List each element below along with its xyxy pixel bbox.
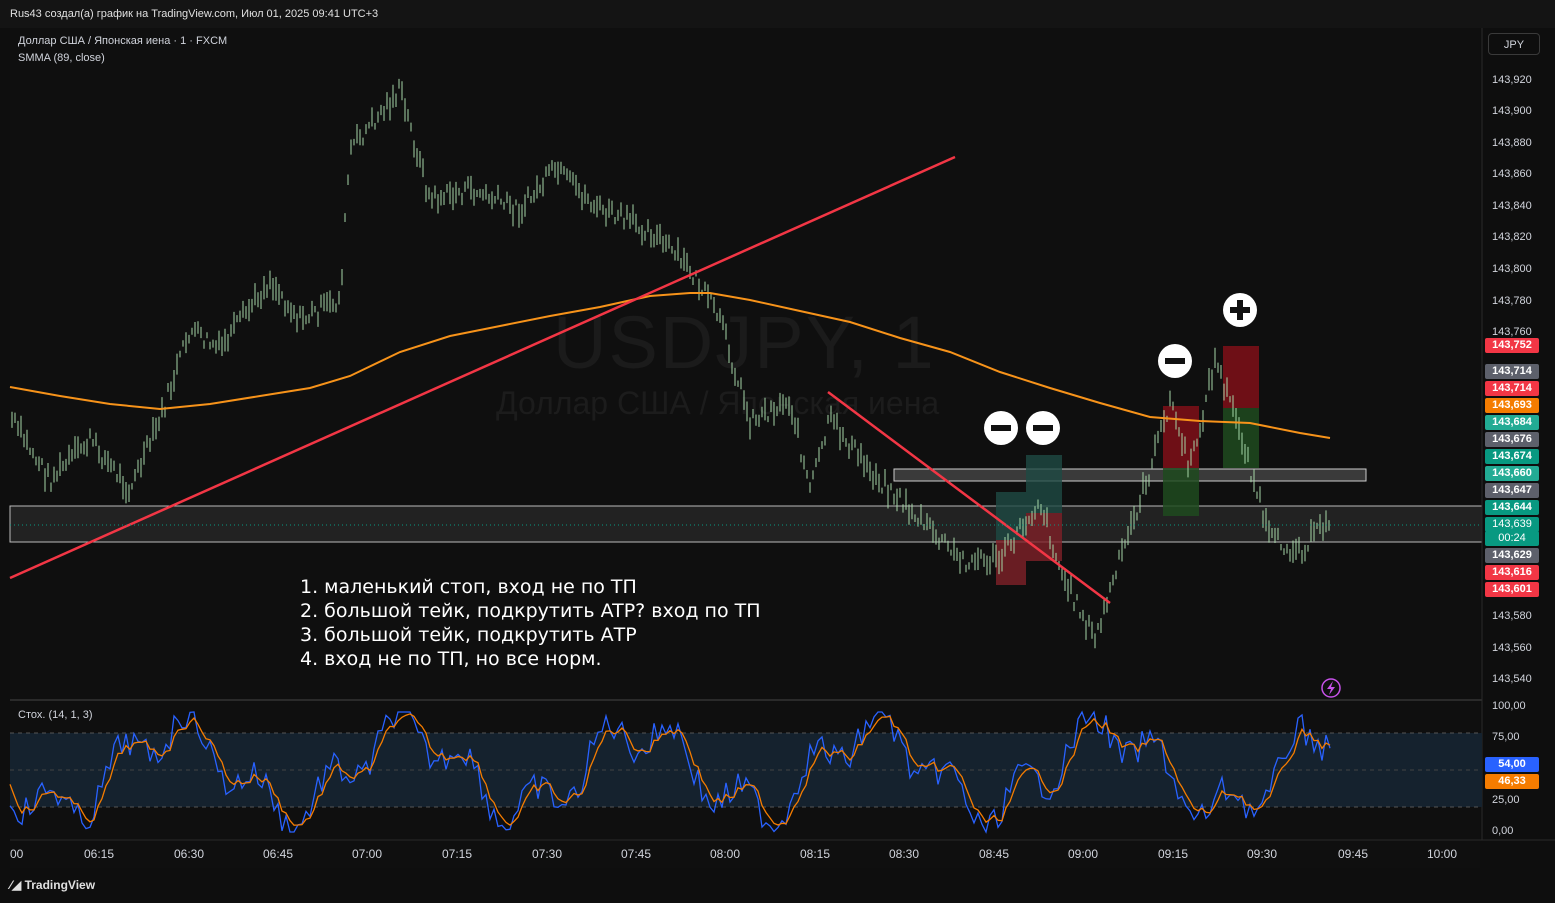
price-label: 143,560 [1492,642,1532,654]
candles [11,78,1330,649]
time-label: 06:30 [174,847,205,861]
trade-notes: 1. маленький стоп, вход не по ТП 2. боль… [300,575,761,671]
price-label: 143,760 [1492,326,1532,338]
tradingview-logo[interactable]: ⁄◢ TradingView [10,878,95,892]
time-label: 09:00 [1068,847,1099,861]
lightning-icon[interactable] [1321,678,1341,698]
price-label: 143,820 [1492,231,1532,243]
minus-marker-2 [1026,411,1060,445]
time-label: 09:15 [1158,847,1189,861]
countdown-tag: 00:24 [1485,531,1539,546]
time-label: 07:15 [442,847,473,861]
note-3: 3. большой тейк, подкрутить АТР [300,624,637,646]
trade-3-target [1163,468,1199,516]
price-label: 143,800 [1492,263,1532,275]
price-label: 143,860 [1492,168,1532,180]
price-label: 143,580 [1492,610,1532,622]
price-tag: 143,693 [1485,398,1539,413]
time-label: 08:00 [710,847,741,861]
price-tag: 143,629 [1485,548,1539,563]
time-label: 00 [10,847,24,861]
stoch-legend[interactable]: Стох. (14, 1, 3) [18,709,93,721]
price-label: 143,900 [1492,105,1532,117]
footer-bar [0,868,1555,903]
stoch-d-tag: 46,33 [1485,774,1539,789]
price-tag: 143,714 [1485,381,1539,396]
time-label: 08:45 [979,847,1010,861]
trendline-descending [827,390,1111,605]
plus-marker [1223,293,1257,327]
symbol-watermark: USDJPY, 1 [553,301,936,384]
price-tag: 143,752 [1485,338,1539,353]
brand-name: TradingView [24,878,96,892]
time-label: 08:30 [889,847,920,861]
time-label: 06:15 [84,847,115,861]
time-label: 08:15 [800,847,831,861]
price-label: 143,840 [1492,200,1532,212]
note-1: 1. маленький стоп, вход не по ТП [300,576,637,598]
price-label: 143,920 [1492,74,1532,86]
time-label: 09:45 [1338,847,1369,861]
stoch-d-line [9,713,1331,826]
trade-3-stop [1163,406,1199,468]
price-tag: 143,601 [1485,582,1539,597]
price-tag: 143,647 [1485,483,1539,498]
symbol-legend[interactable]: Доллар США / Японская иена · 1 · FXCM [18,35,228,47]
time-label: 10:00 [1427,847,1458,861]
trade-1-target [996,492,1026,540]
minus-marker-3 [1158,344,1192,378]
stoch-label: 75,00 [1492,731,1520,743]
currency-button[interactable]: JPY [1488,33,1540,55]
price-tag: 143,616 [1485,565,1539,580]
price-tag: 143,660 [1485,466,1539,481]
name-watermark: Доллар США / Японская иена [496,385,940,421]
price-tag: 143,676 [1485,432,1539,447]
price-tag: 143,714 [1485,364,1539,379]
stoch-label: 25,00 [1492,794,1520,806]
stoch-k-tag: 54,00 [1485,757,1539,772]
note-2: 2. большой тейк, подкрутить ATP? вход по… [300,600,761,622]
smma-line [9,292,1331,439]
time-label: 09:30 [1247,847,1278,861]
support-zone [9,505,1483,543]
trade-4-target [1223,408,1259,468]
stoch-k-line [9,710,1331,834]
price-label: 143,880 [1492,137,1532,149]
top-bar: Rus43 создал(а) график на TradingView.co… [0,0,1555,28]
tv-logo-icon: ⁄◢ [10,878,25,892]
price-tag: 143,684 [1485,415,1539,430]
smma-legend[interactable]: SMMA (89, close) [18,52,105,64]
trade-4-stop [1223,346,1259,408]
price-label: 143,540 [1492,673,1532,685]
price-tag: 143,674 [1485,449,1539,464]
resistance-zone [893,468,1367,482]
trade-2-target [1026,455,1062,513]
trendline-ascending [9,155,956,580]
price-label: 143,780 [1492,295,1532,307]
note-4: 4. вход не по ТП, но все норм. [300,648,602,670]
minus-marker-1 [984,411,1018,445]
time-label: 06:45 [263,847,294,861]
price-tag: 143,639 [1485,517,1539,532]
author-line: Rus43 создал(а) график на TradingView.co… [10,8,379,20]
price-tag: 143,644 [1485,500,1539,515]
time-label: 07:00 [352,847,383,861]
time-label: 07:30 [532,847,563,861]
stoch-label: 0,00 [1492,825,1514,837]
stoch-label: 100,00 [1492,700,1526,712]
time-label: 07:45 [621,847,652,861]
